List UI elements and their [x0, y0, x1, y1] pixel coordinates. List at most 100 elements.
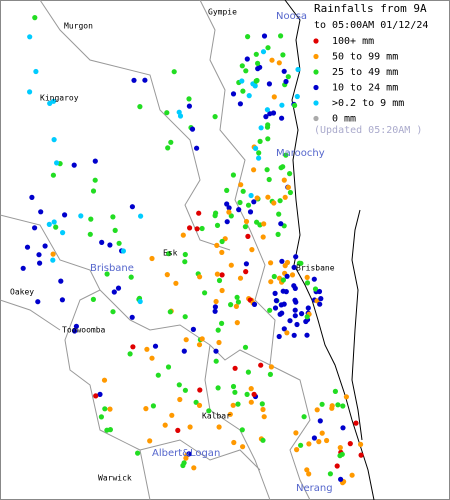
station-dot: [214, 222, 221, 228]
station-dot: [32, 15, 38, 21]
station-dot: [349, 472, 355, 478]
station-dot: [294, 93, 300, 100]
station-dot: [259, 401, 265, 407]
station-dot: [144, 346, 150, 352]
station-dot: [293, 254, 299, 260]
legend-swatch: [313, 115, 319, 122]
station-dot: [147, 438, 153, 444]
legend-title: Rainfalls from 9A: [314, 2, 427, 15]
station-dot: [281, 326, 287, 332]
station-dot: [283, 78, 289, 85]
station-dot: [29, 194, 35, 200]
station-dot: [164, 272, 170, 278]
station-dot: [104, 271, 110, 277]
station-dot: [196, 342, 203, 348]
legend-label: 0 mm: [332, 114, 356, 125]
station-dot: [245, 369, 251, 375]
station-dot: [35, 299, 41, 305]
legend-swatch: [313, 69, 319, 75]
station-dot: [176, 382, 182, 388]
place-label: Kalbar: [202, 412, 231, 421]
station-dot: [245, 233, 251, 239]
station-dot: [278, 302, 284, 308]
legend-swatch: [313, 84, 319, 91]
station-dot: [180, 232, 186, 238]
station-dot: [71, 162, 77, 168]
station-dot: [248, 192, 254, 199]
station-dot: [266, 81, 272, 87]
station-dot: [230, 172, 236, 178]
station-dot: [231, 439, 237, 446]
station-dot: [219, 272, 225, 278]
station-dot: [165, 145, 171, 151]
station-dot: [175, 427, 181, 433]
station-dot: [78, 213, 84, 219]
station-dot: [197, 387, 203, 393]
station-dot: [303, 318, 309, 325]
station-dot: [254, 195, 260, 201]
legend: Rainfalls from 9A to 05:00AM 01/12/24 100+…: [313, 2, 428, 136]
station-dot: [186, 451, 192, 457]
station-dot: [51, 137, 57, 143]
station-dot: [162, 422, 168, 428]
station-dot: [265, 136, 271, 142]
station-dot: [131, 77, 137, 83]
station-dot: [189, 126, 196, 132]
station-dot: [212, 304, 218, 310]
station-dot: [278, 33, 284, 39]
station-dot: [129, 314, 135, 320]
station-dot: [115, 285, 122, 291]
station-dot: [261, 221, 267, 227]
station-dot: [304, 274, 310, 280]
station-dot: [279, 115, 285, 121]
station-dot: [251, 301, 258, 307]
station-dot: [294, 447, 300, 453]
coastline: [284, 0, 375, 500]
station-dot: [137, 298, 143, 305]
station-dot: [272, 290, 278, 296]
station-dot: [182, 387, 188, 393]
place-label: Noosa: [276, 11, 307, 22]
station-dot: [353, 420, 359, 426]
legend-label: 100+ mm: [332, 36, 374, 47]
station-dot: [182, 314, 188, 320]
station-dot: [287, 318, 293, 324]
station-dot: [27, 34, 33, 40]
station-dot: [271, 94, 277, 100]
station-dot: [177, 396, 183, 403]
station-dot: [248, 399, 254, 405]
station-dot: [280, 288, 286, 294]
station-dot: [213, 348, 219, 354]
station-dot: [284, 330, 290, 336]
place-label: Nerang: [296, 483, 333, 494]
station-dot: [87, 231, 93, 237]
station-dot: [284, 259, 291, 266]
station-dot: [97, 391, 103, 397]
station-dot: [276, 60, 282, 66]
station-dot: [240, 188, 246, 194]
station-dot: [196, 402, 203, 408]
station-dot: [271, 200, 277, 206]
station-dot: [206, 408, 212, 414]
station-dot: [219, 320, 225, 326]
station-dot: [267, 307, 273, 313]
station-dot: [255, 66, 261, 72]
station-dot: [311, 435, 317, 441]
station-dot: [90, 188, 97, 194]
station-dot: [224, 219, 230, 225]
station-dot: [294, 321, 300, 328]
station-dot: [194, 226, 200, 232]
place-label: Warwick: [98, 474, 132, 483]
station-dot: [186, 103, 192, 109]
station-dot: [226, 205, 232, 211]
station-dot: [155, 372, 161, 378]
station-dot: [316, 439, 322, 445]
station-dot: [245, 34, 251, 40]
station-dot: [183, 455, 189, 461]
station-dot: [264, 107, 270, 113]
station-dot: [263, 114, 269, 120]
station-dot: [199, 336, 205, 342]
station-dot: [99, 239, 105, 245]
station-dot: [60, 230, 66, 236]
station-dot: [260, 234, 266, 240]
